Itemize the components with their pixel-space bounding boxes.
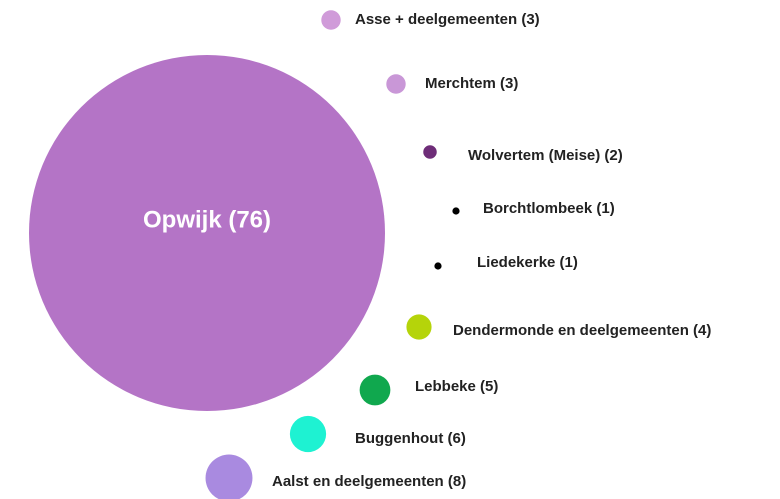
bubble-label: Asse + deelgemeenten (3)	[355, 11, 540, 28]
bubble-label: Wolvertem (Meise) (2)	[468, 147, 623, 164]
bubble-label: Dendermonde en deelgemeenten (4)	[453, 322, 711, 339]
bubble	[434, 262, 442, 270]
bubble	[359, 374, 391, 406]
bubble	[321, 10, 341, 30]
bubble-label: Lebbeke (5)	[415, 378, 498, 395]
bubble	[386, 74, 406, 94]
bubble-label: Aalst en deelgemeenten (8)	[272, 473, 466, 490]
bubble-label: Buggenhout (6)	[355, 430, 466, 447]
bubble-label: Merchtem (3)	[425, 75, 518, 92]
bubble	[406, 314, 432, 340]
bubble-label: Opwijk (76)	[143, 206, 271, 233]
bubble-label: Borchtlombeek (1)	[483, 200, 615, 217]
bubble-label: Liedekerke (1)	[477, 254, 578, 271]
bubble	[289, 415, 327, 453]
bubble	[423, 145, 437, 159]
bubble	[452, 207, 460, 215]
bubble	[29, 55, 385, 411]
bubble	[205, 454, 253, 499]
